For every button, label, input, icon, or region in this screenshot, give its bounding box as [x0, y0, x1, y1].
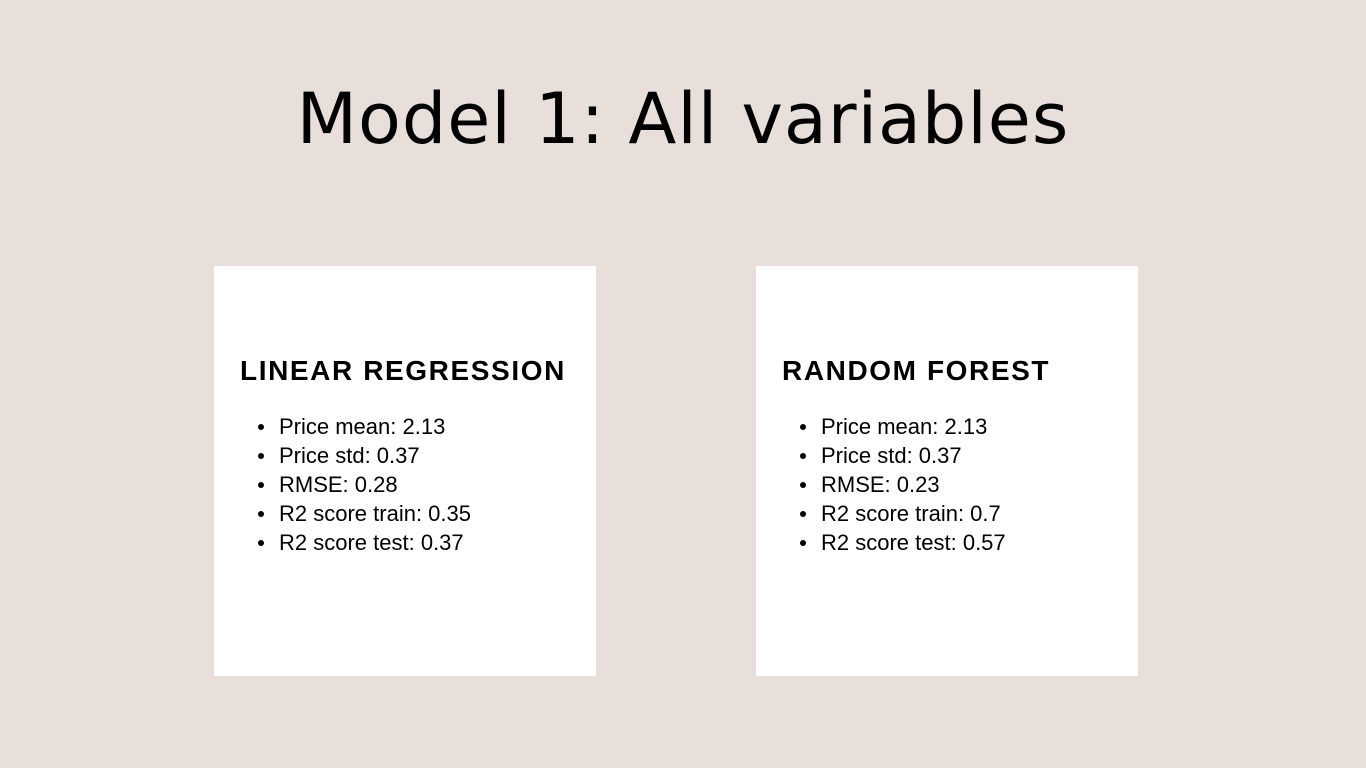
metric-item: Price mean: 2.13 — [258, 412, 471, 441]
linear-regression-card: LINEAR REGRESSION Price mean: 2.13 Price… — [214, 266, 596, 676]
random-forest-card: RANDOM FOREST Price mean: 2.13 Price std… — [756, 266, 1138, 676]
metric-item: RMSE: 0.28 — [258, 470, 471, 499]
metric-item: Price mean: 2.13 — [800, 412, 1006, 441]
card-heading: LINEAR REGRESSION — [240, 355, 566, 386]
slide-title: Model 1: All variables — [296, 78, 1070, 160]
metric-item: R2 score test: 0.57 — [800, 530, 1006, 555]
metric-list: Price mean: 2.13 Price std: 0.37 RMSE: 0… — [258, 412, 471, 557]
metric-item: R2 score test: 0.37 — [258, 528, 471, 557]
metric-item: Price std: 0.37 — [800, 441, 1006, 470]
card-heading: RANDOM FOREST — [782, 355, 1051, 386]
metric-item: RMSE: 0.23 — [800, 470, 1006, 499]
metric-item: Price std: 0.37 — [258, 441, 471, 470]
metric-item: R2 score train: 0.7 — [800, 499, 1006, 528]
metric-list: Price mean: 2.13 Price std: 0.37 RMSE: 0… — [800, 412, 1006, 557]
metric-item: R2 score train: 0.35 — [258, 501, 471, 526]
